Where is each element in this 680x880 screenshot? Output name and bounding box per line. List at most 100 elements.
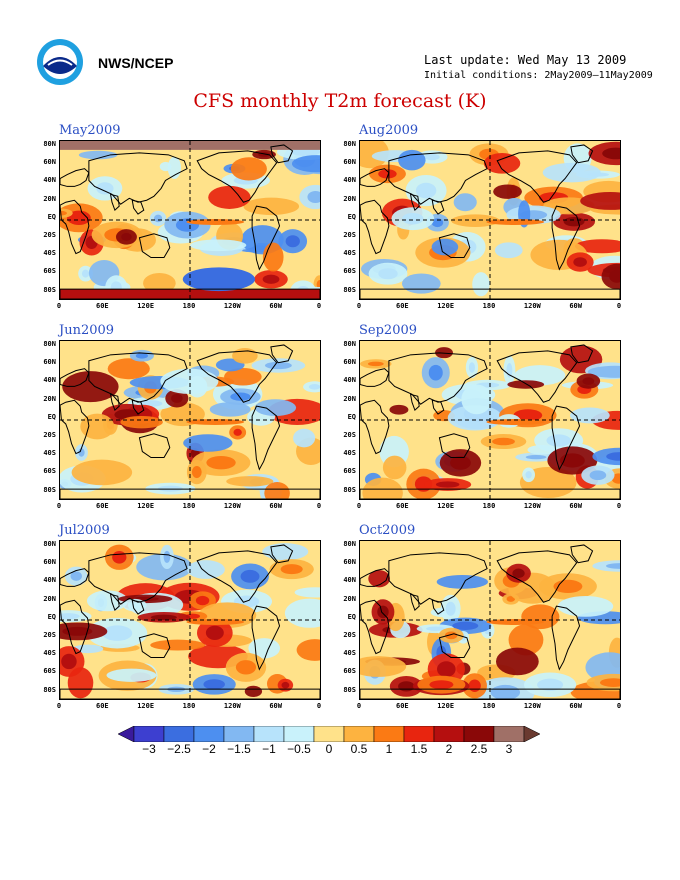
colorbar-tick-label: −1 [262, 742, 276, 756]
colorbar-tick-label: −2.5 [167, 742, 191, 756]
agency-name: NWS/NCEP [98, 55, 174, 71]
lon-tick-label: 120W [523, 302, 541, 310]
colorbar-cell [343, 726, 375, 742]
lat-tick-label: 60S [343, 267, 356, 276]
last-update-text: Last update: Wed May 13 2009 [424, 53, 627, 67]
lat-tick-label: 60N [43, 558, 56, 567]
lon-tick-label: 60W [569, 302, 582, 310]
lon-tick-label: 60W [269, 502, 282, 510]
lon-tick-label: 60W [269, 302, 282, 310]
lon-tick-label: 0 [316, 502, 322, 510]
colorbar-tick-label: 1 [385, 742, 393, 756]
colorbar-cell [253, 726, 285, 742]
lon-tick-label: 120W [223, 302, 241, 310]
lat-tick-label: EQ [347, 212, 356, 221]
lat-tick-label: 20N [43, 194, 56, 203]
lon-tick-label: 120W [523, 502, 541, 510]
lon-tick-label: 120E [437, 302, 455, 310]
colorbar-tick-label: −3 [142, 742, 156, 756]
lat-tick-label: 80S [343, 285, 356, 294]
lat-tick-label: 60S [43, 467, 56, 476]
lat-tick-label: 20S [43, 431, 56, 439]
lon-tick-label: 60W [569, 702, 582, 710]
colorbar-cell [283, 726, 315, 742]
lat-tick-label: 60S [43, 667, 56, 676]
forecast-map-oct2009 [359, 540, 621, 700]
lat-tick-label: 80S [343, 685, 356, 694]
lat-tick-label: 80N [43, 540, 56, 548]
lon-tick-label: 60E [396, 302, 409, 310]
lon-tick-label: 120W [223, 502, 241, 510]
lon-tick-label: 0 [56, 302, 62, 310]
lon-tick-label: 180 [182, 702, 196, 710]
colorbar-cell [463, 726, 495, 742]
lat-tick-label: 40S [43, 249, 56, 258]
lat-tick-label: 60N [43, 358, 56, 367]
colorbar-tick-label: 2 [445, 742, 453, 756]
lat-tick-label: 20N [43, 594, 56, 603]
lat-tick-label: 20S [343, 431, 356, 439]
lat-tick-label: 60S [43, 267, 56, 276]
lat-tick-label: 80S [43, 285, 56, 294]
lat-tick-label: 40N [43, 176, 56, 185]
lat-tick-label: 80N [43, 340, 56, 348]
lat-tick-label: 20S [43, 631, 56, 639]
colorbar-cell [193, 726, 225, 742]
lat-tick-label: EQ [47, 412, 56, 421]
lat-tick-label: 40N [343, 576, 356, 585]
forecast-map-sep2009 [359, 340, 621, 500]
lat-tick-label: 60N [343, 358, 356, 367]
colorbar-tick-label: 0.5 [350, 742, 368, 756]
colorbar-tick-label: 3 [505, 742, 513, 756]
lat-tick-label: 20N [343, 594, 356, 603]
colorbar-cell [133, 726, 165, 742]
page-title: CFS monthly T2m forecast (K) [193, 90, 487, 112]
lon-tick-label: 120E [137, 302, 155, 310]
lat-tick-label: 20S [43, 231, 56, 239]
lon-tick-label: 60E [396, 502, 409, 510]
lon-tick-label: 0 [616, 702, 622, 710]
lat-tick-label: EQ [47, 212, 56, 221]
lat-tick-label: EQ [347, 412, 356, 421]
lon-tick-label: 60E [96, 702, 109, 710]
forecast-map-jul2009 [59, 540, 321, 700]
lat-tick-label: 20N [343, 394, 356, 403]
lat-tick-label: 80N [343, 140, 356, 148]
colorbar-graphic [118, 726, 541, 742]
colorbar-cell [493, 726, 525, 742]
lon-tick-label: 0 [316, 702, 322, 710]
lon-tick-label: 120E [137, 702, 155, 710]
lon-tick-label: 0 [356, 502, 362, 510]
panel-title: May2009 [59, 123, 121, 138]
lon-tick-label: 60E [396, 702, 409, 710]
noaa-logo-icon [36, 38, 84, 86]
colorbar-tick-label: −2 [202, 742, 216, 756]
colorbar-tick-label: 2.5 [470, 742, 488, 756]
lat-tick-label: 40S [43, 649, 56, 658]
lon-tick-label: 60W [269, 702, 282, 710]
lat-tick-label: 40S [343, 649, 356, 658]
lon-tick-label: 180 [182, 502, 196, 510]
lon-tick-label: 180 [182, 302, 196, 310]
lon-tick-label: 180 [482, 302, 496, 310]
lat-tick-label: 40S [343, 449, 356, 458]
colorbar-cell [163, 726, 195, 742]
forecast-map-aug2009 [359, 140, 621, 300]
panel-title: Jun2009 [59, 323, 115, 338]
lat-tick-label: 40N [43, 376, 56, 385]
lon-tick-label: 0 [56, 702, 62, 710]
colorbar-cell [313, 726, 345, 742]
lon-tick-label: 180 [482, 502, 496, 510]
colorbar-tick-label: 0 [325, 742, 333, 756]
lat-tick-label: 40S [343, 249, 356, 258]
colorbar-tick-label: −1.5 [227, 742, 251, 756]
lat-tick-label: 40N [43, 576, 56, 585]
lat-tick-label: 20N [343, 194, 356, 203]
lat-tick-label: 60N [43, 158, 56, 167]
lon-tick-label: 120W [223, 702, 241, 710]
lon-tick-label: 60E [96, 502, 109, 510]
lat-tick-label: 20N [43, 394, 56, 403]
colorbar-tick-label: −0.5 [287, 742, 311, 756]
colorbar-max-arrow [523, 726, 541, 742]
lon-tick-label: 0 [356, 302, 362, 310]
